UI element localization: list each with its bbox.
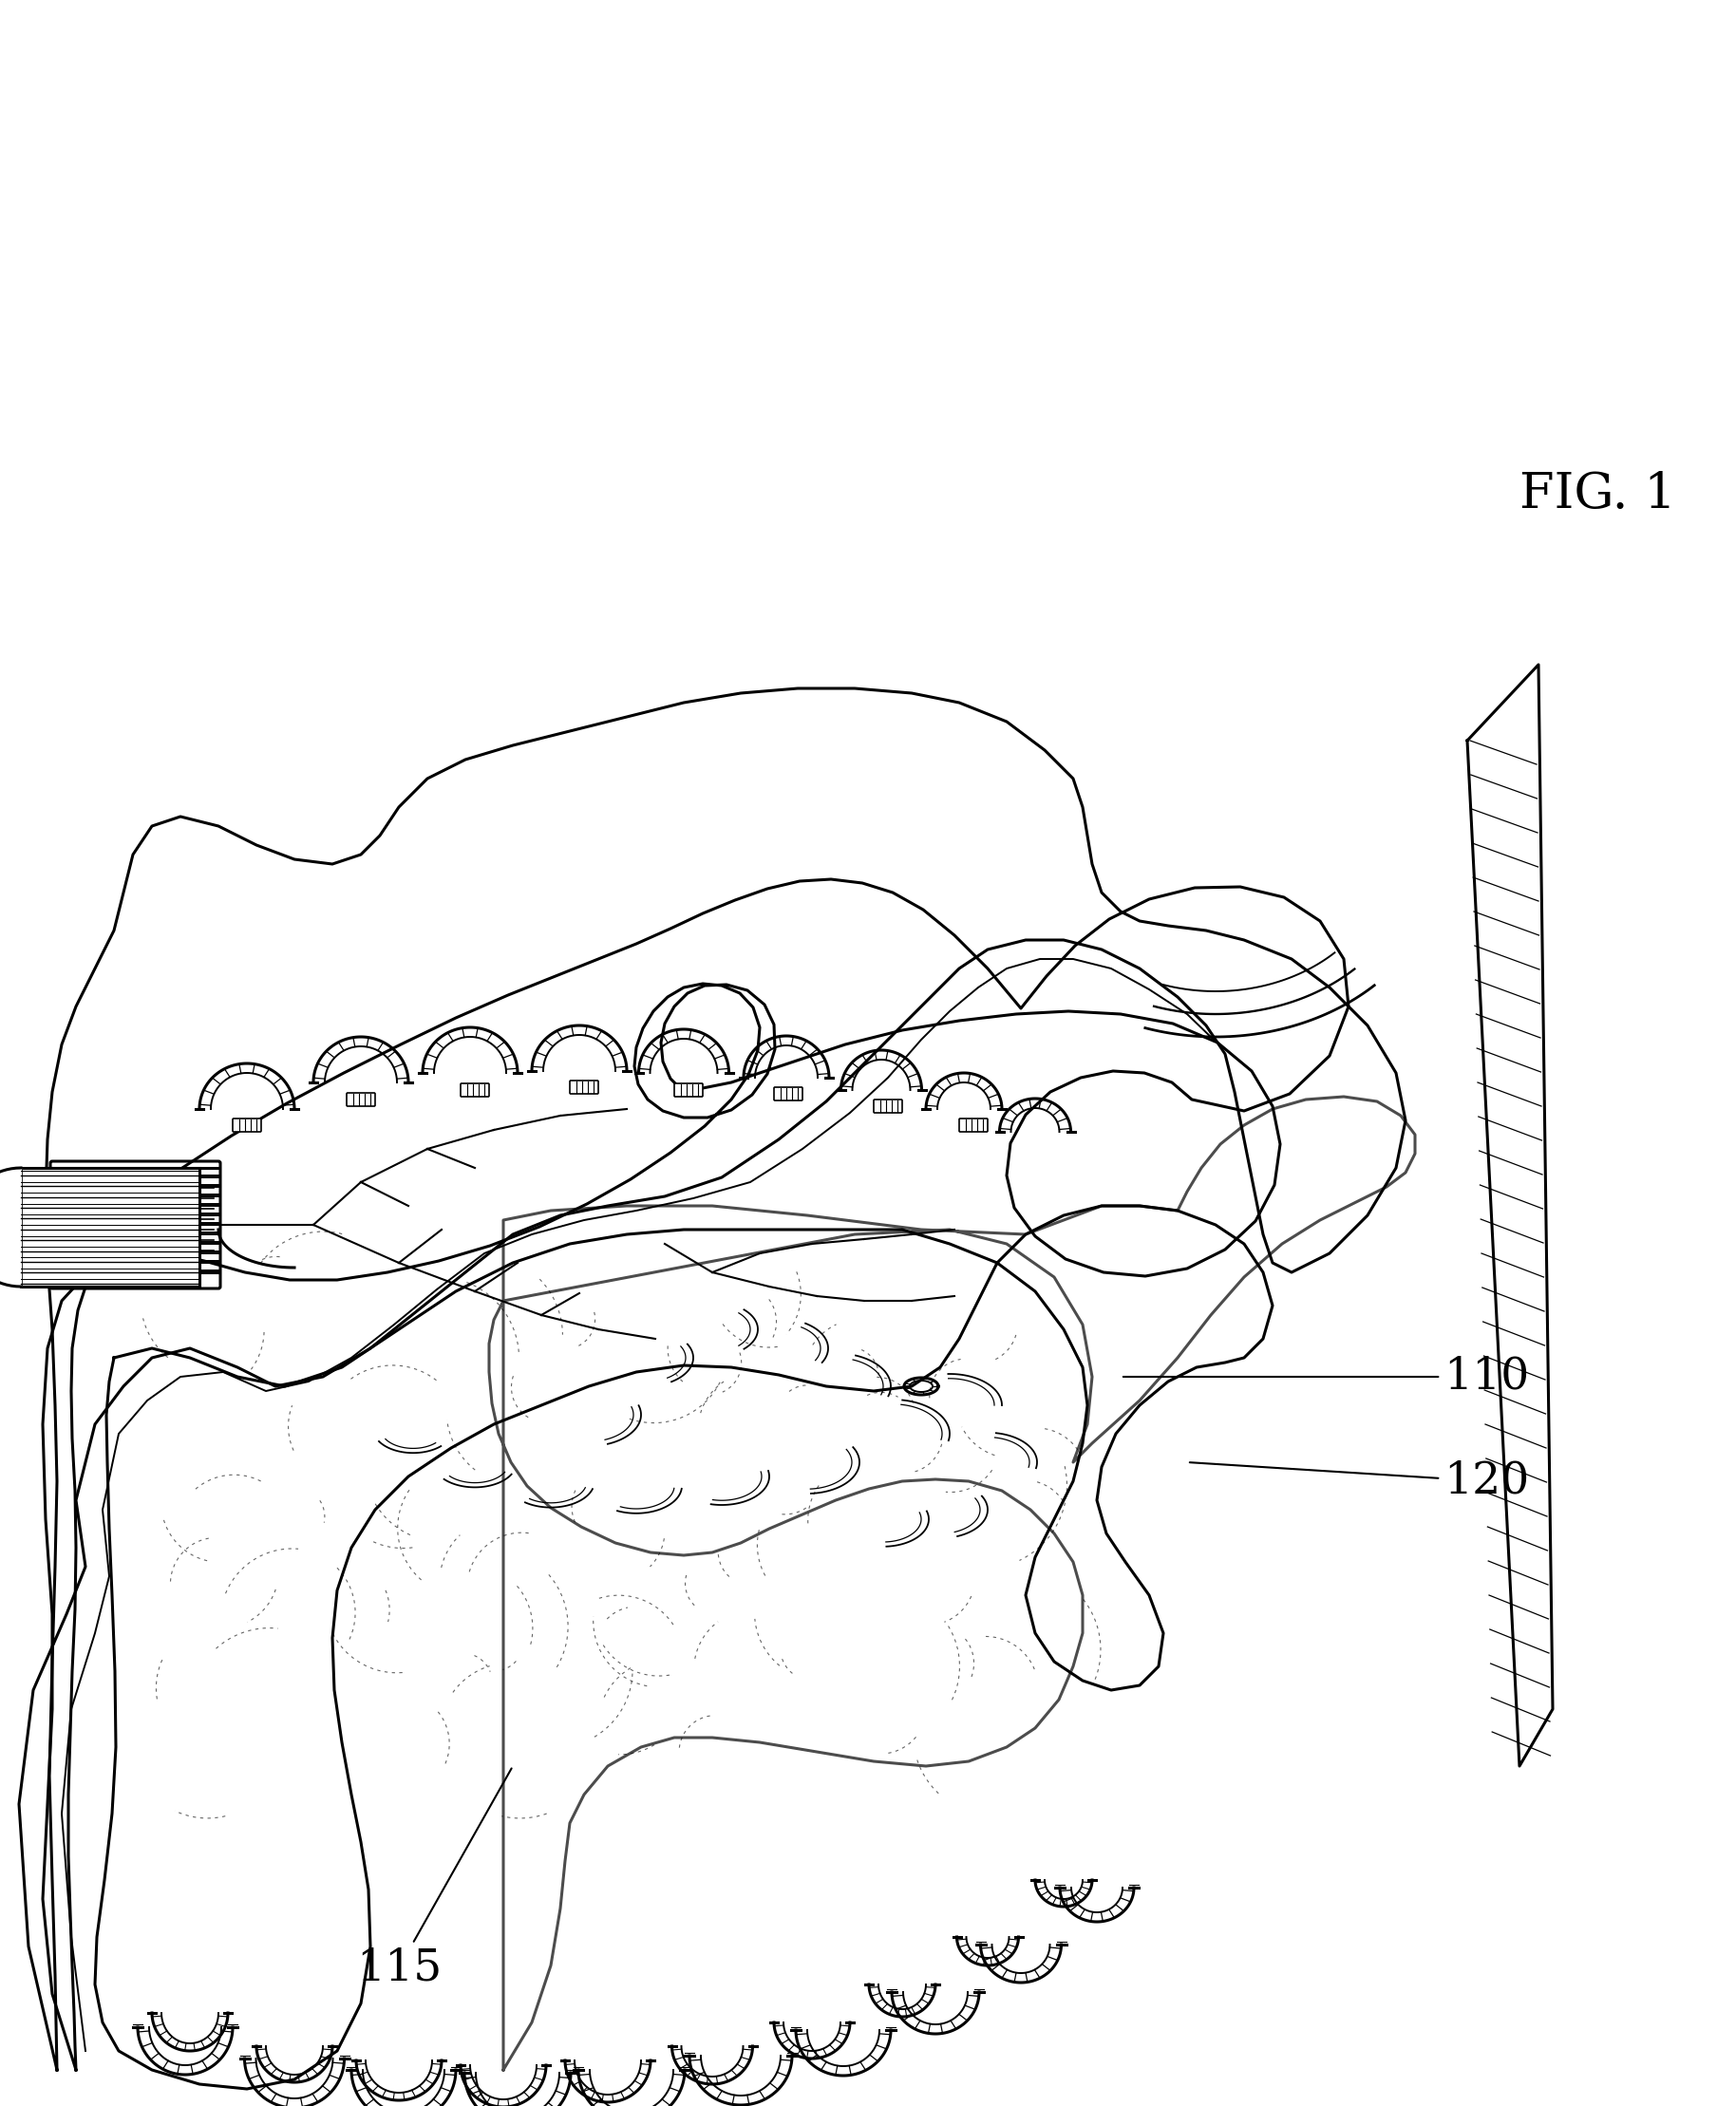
Text: 115: 115	[356, 1769, 512, 1990]
FancyBboxPatch shape	[347, 1093, 375, 1106]
FancyBboxPatch shape	[460, 1082, 490, 1097]
Polygon shape	[95, 1207, 1272, 2089]
FancyBboxPatch shape	[960, 1118, 988, 1131]
FancyBboxPatch shape	[50, 1160, 220, 1289]
Text: FIG. 1: FIG. 1	[1519, 470, 1675, 518]
Bar	[21, 1169, 200, 1287]
Polygon shape	[43, 878, 1349, 2070]
Text: 110: 110	[1123, 1356, 1529, 1398]
Polygon shape	[490, 1097, 1415, 2070]
Polygon shape	[1467, 665, 1552, 1767]
FancyBboxPatch shape	[774, 1087, 802, 1101]
FancyBboxPatch shape	[233, 1118, 260, 1131]
FancyBboxPatch shape	[569, 1080, 599, 1093]
Text: 120: 120	[1189, 1459, 1529, 1504]
FancyBboxPatch shape	[674, 1082, 703, 1097]
FancyBboxPatch shape	[873, 1099, 903, 1112]
